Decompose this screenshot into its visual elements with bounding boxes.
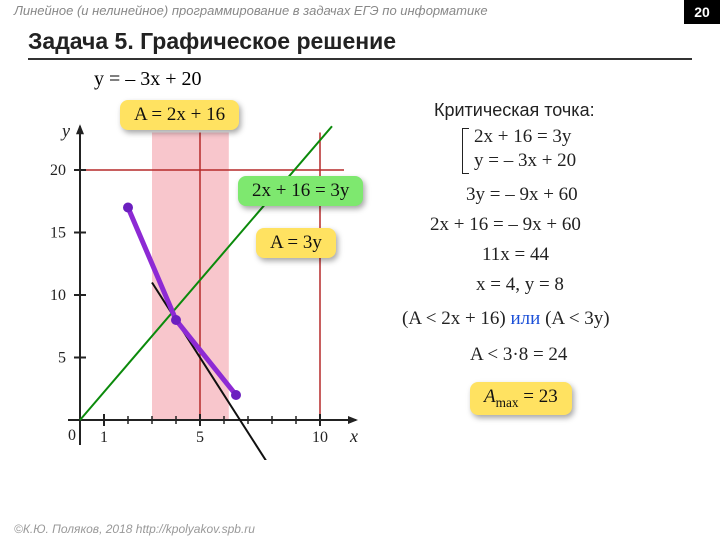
eq-top: y = – 3x + 20 <box>94 68 202 91</box>
title-rule <box>28 58 692 60</box>
callout-a1: A = 2x + 16 <box>120 100 239 130</box>
right-panel: Критическая точка: 2x + 16 = 3y y = – 3x… <box>388 100 708 460</box>
svg-text:1: 1 <box>100 429 108 446</box>
eq-l4: x = 4, y = 8 <box>476 274 564 296</box>
header: Линейное (и нелинейное) программирование… <box>0 0 720 24</box>
svg-text:10: 10 <box>50 287 66 304</box>
page-title: Задача 5. Графическое решение <box>28 28 396 55</box>
eq-l1: 3y = – 9x + 60 <box>466 184 578 206</box>
header-text: Линейное (и нелинейное) программирование… <box>14 3 488 18</box>
svg-text:15: 15 <box>50 225 66 242</box>
svg-text:0: 0 <box>68 427 76 444</box>
eq-l3: 11x = 44 <box>482 244 549 266</box>
sys-eq-2: y = – 3x + 20 <box>474 150 576 172</box>
sys-eq-1: 2x + 16 = 3y <box>474 126 571 148</box>
eq-cond: (A < 2x + 16) или (A < 3y) <box>402 308 610 330</box>
callout-amax: Amax = 23 <box>470 382 572 415</box>
chart-area: 510152015100yx y = – 3x + 20 A = 2x + 16… <box>38 100 368 460</box>
eq-l2: 2x + 16 = – 9x + 60 <box>430 214 581 236</box>
svg-text:20: 20 <box>50 162 66 179</box>
svg-text:5: 5 <box>196 429 204 446</box>
footer: ©К.Ю. Поляков, 2018 http://kpolyakov.spb… <box>14 522 255 536</box>
svg-text:5: 5 <box>58 350 66 367</box>
callout-a2: A = 3y <box>256 228 336 258</box>
callout-green: 2x + 16 = 3y <box>238 176 363 206</box>
bracket-icon <box>462 128 469 174</box>
page-number: 20 <box>684 0 720 24</box>
chart-svg: 510152015100yx <box>38 100 368 460</box>
slide: { "header": { "text": "Линейное (и нелин… <box>0 0 720 540</box>
crit-label: Критическая точка: <box>434 100 595 121</box>
svg-text:y: y <box>60 121 70 141</box>
svg-text:x: x <box>349 426 358 446</box>
eq-l5: A < 3·8 = 24 <box>470 344 567 366</box>
svg-text:10: 10 <box>312 429 328 446</box>
